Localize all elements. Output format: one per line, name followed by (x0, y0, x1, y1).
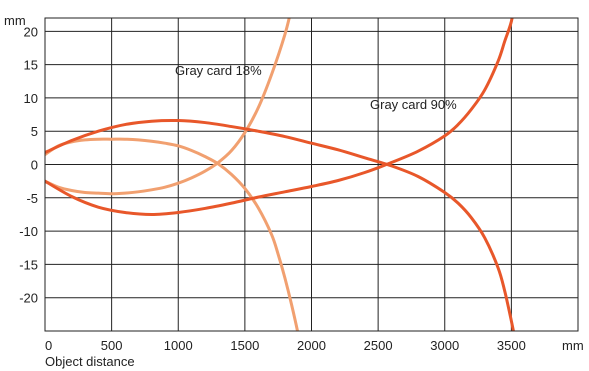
y-tick-label: -10 (19, 224, 38, 239)
y-tick-label: -20 (19, 291, 38, 306)
x-tick-labels: 0 500 1000 1500 2000 2500 3000 3500 (45, 338, 526, 353)
annotation-gray-card-18: Gray card 18% (175, 63, 262, 78)
y-tick-label: -5 (26, 191, 38, 206)
y-tick-labels: 20 15 10 5 0 -5 -10 -15 -20 (19, 24, 38, 305)
x-axis-title: Object distance (45, 354, 135, 369)
x-tick-label: 3500 (497, 338, 526, 353)
series-line (45, 18, 291, 196)
x-tick-label: 500 (101, 338, 123, 353)
x-tick-label: 0 (45, 338, 52, 353)
x-unit-label: mm (562, 338, 584, 353)
y-unit-label: mm (4, 13, 26, 28)
x-tick-label: 2000 (297, 338, 326, 353)
plot-frame (44, 17, 579, 332)
y-tick-label: 10 (24, 91, 38, 106)
y-tick-label: 15 (24, 58, 38, 73)
x-tick-label: 3000 (430, 338, 459, 353)
y-tick-label: 20 (24, 24, 38, 39)
curves (45, 18, 515, 331)
series-line (45, 18, 514, 216)
y-tick-label: 0 (31, 158, 38, 173)
series-line (45, 137, 300, 331)
x-tick-label: 2500 (364, 338, 393, 353)
x-tick-label: 1500 (230, 338, 259, 353)
y-tick-label: 5 (31, 124, 38, 139)
grid (45, 18, 578, 331)
x-tick-label: 1000 (164, 338, 193, 353)
y-tick-label: -15 (19, 257, 38, 272)
series-line (45, 118, 515, 331)
annotation-gray-card-90: Gray card 90% (370, 97, 457, 112)
